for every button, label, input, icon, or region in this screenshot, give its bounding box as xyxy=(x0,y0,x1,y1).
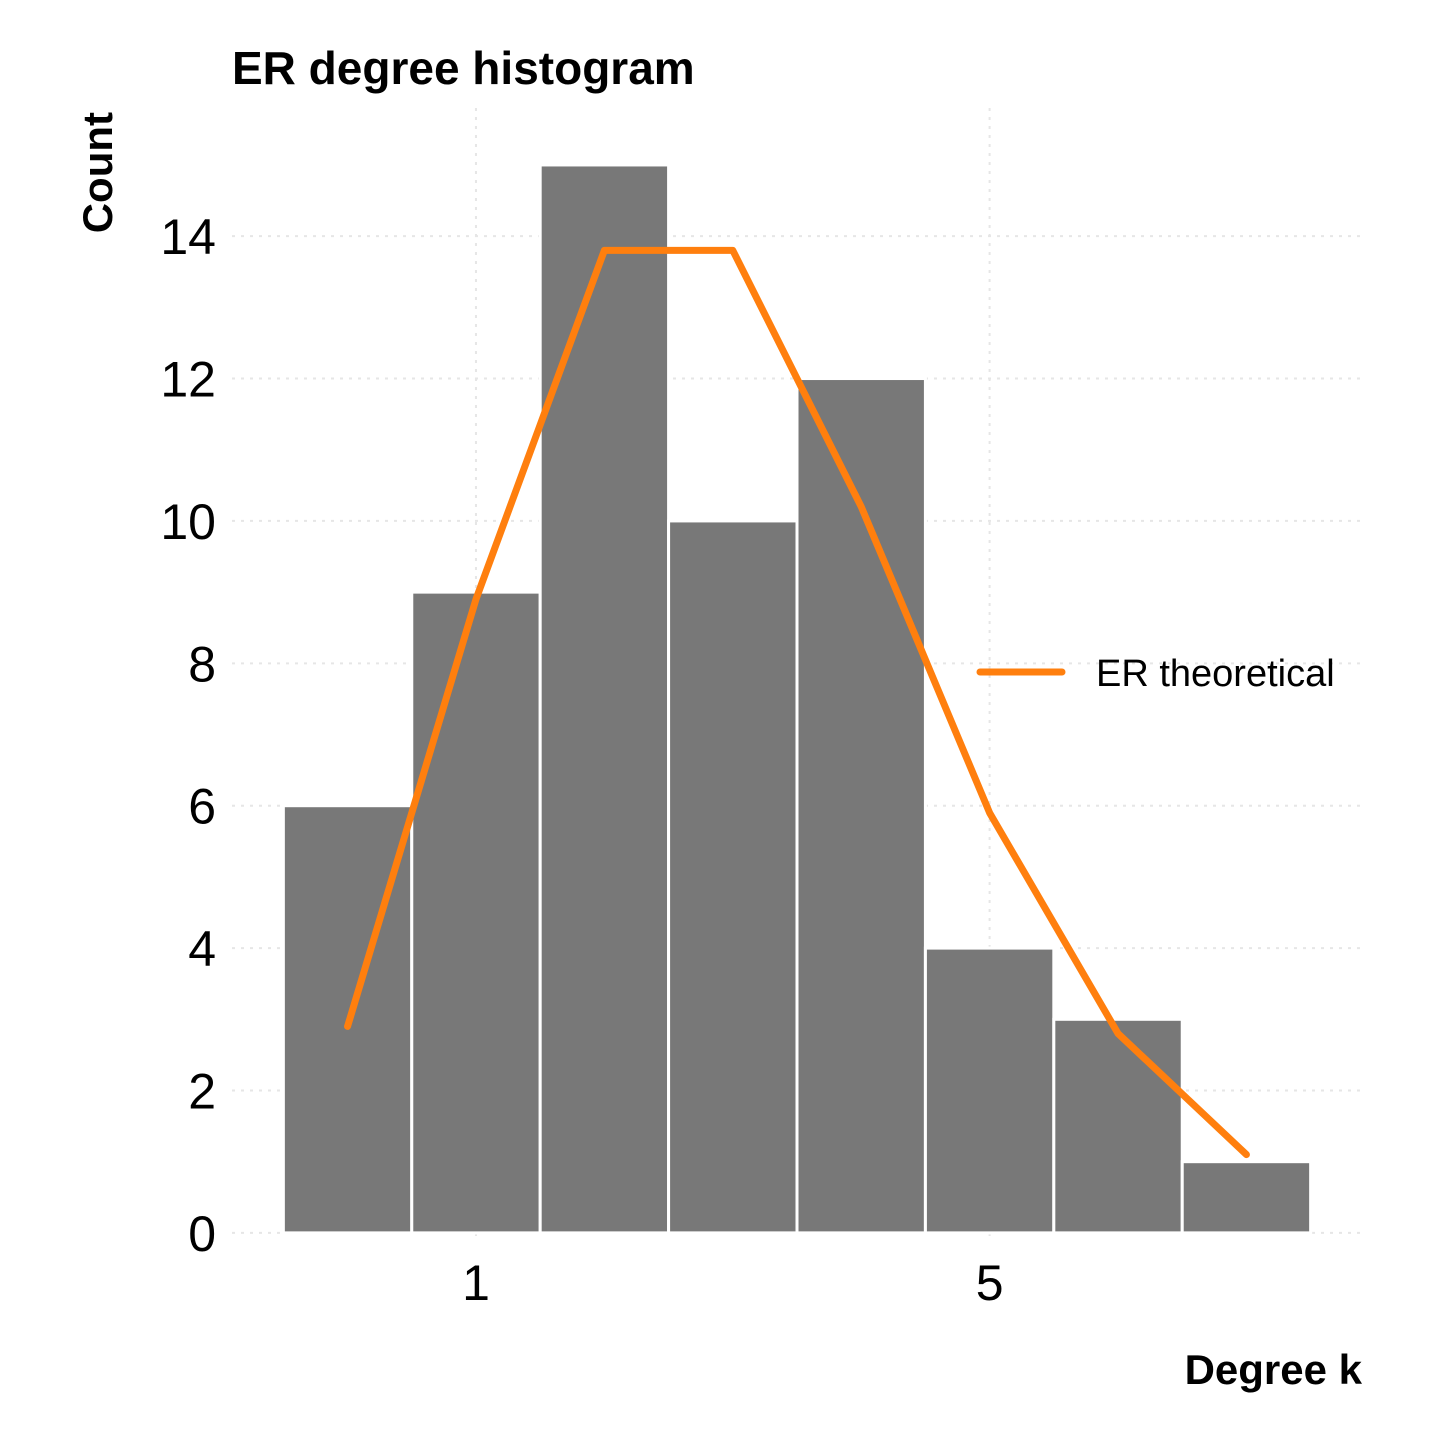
histogram-bar-2 xyxy=(538,163,671,1235)
legend: ER theoretical xyxy=(976,653,1335,695)
x-axis-title: Degree k xyxy=(1185,1346,1363,1393)
histogram-bar-3 xyxy=(667,519,799,1235)
x-tick-label-1: 5 xyxy=(976,1255,1004,1311)
y-tick-label-6: 12 xyxy=(160,352,216,408)
chart-title: ER degree histogram xyxy=(232,42,695,94)
histogram-bars xyxy=(281,163,1313,1235)
histogram-bar-7 xyxy=(1180,1160,1313,1235)
x-tick-label-0: 1 xyxy=(462,1255,490,1311)
y-tick-label-2: 4 xyxy=(188,921,216,977)
histogram-bar-4 xyxy=(795,377,927,1235)
histogram-bar-1 xyxy=(410,590,542,1235)
legend-label-er-theoretical: ER theoretical xyxy=(1096,653,1335,695)
y-tick-label-3: 6 xyxy=(188,779,216,835)
y-tick-label-4: 8 xyxy=(188,636,216,692)
y-tick-labels: 0 2 4 6 8 10 12 14 xyxy=(160,209,216,1262)
series-lines xyxy=(344,246,1250,1159)
histogram-bar-6 xyxy=(1052,1017,1184,1235)
y-tick-label-5: 10 xyxy=(160,494,216,550)
y-axis-title: Count xyxy=(74,112,121,233)
y-tick-label-1: 2 xyxy=(188,1063,216,1119)
y-tick-label-7: 14 xyxy=(160,209,216,265)
histogram-bar-5 xyxy=(923,946,1056,1235)
series-line-0 xyxy=(344,246,1250,1159)
y-tick-label-0: 0 xyxy=(188,1206,216,1262)
